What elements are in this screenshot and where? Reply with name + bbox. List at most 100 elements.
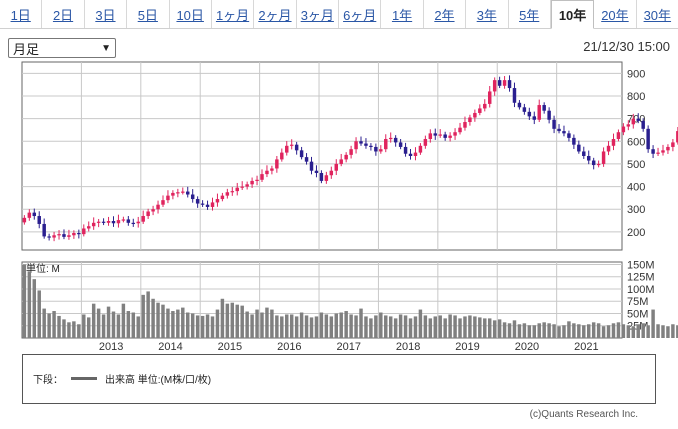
candle-body	[146, 211, 150, 217]
price-tick-label: 200	[627, 227, 645, 239]
candle-body	[542, 105, 546, 111]
year-tick-label: 2017	[336, 341, 360, 353]
year-tick-label: 2015	[218, 341, 242, 353]
candle-body	[22, 217, 27, 223]
volume-bar	[631, 326, 636, 338]
volume-bar	[77, 324, 81, 338]
candle-body	[374, 146, 378, 152]
volume-bar	[567, 321, 571, 338]
candle-body	[502, 80, 507, 86]
volume-bar	[215, 309, 220, 338]
volume-bar	[453, 315, 457, 338]
candle-body	[359, 141, 363, 144]
volume-bar	[522, 323, 527, 338]
candle-body	[195, 199, 200, 204]
volume-bar	[478, 317, 482, 338]
volume-bar	[656, 324, 660, 338]
volume-bar	[106, 306, 111, 338]
candle-body	[181, 191, 185, 193]
legend-prefix: 下段：	[33, 375, 63, 386]
chart-period-dropdown[interactable]: 月足 ▼	[8, 38, 116, 58]
candle-body	[641, 120, 645, 129]
candle-body	[423, 139, 428, 146]
candle-body	[47, 236, 51, 238]
volume-bar	[324, 314, 329, 338]
price-tick-label: 300	[627, 204, 645, 216]
volume-bar	[562, 325, 566, 338]
volume-bar	[448, 314, 452, 338]
volume-bar	[96, 308, 101, 338]
candle-body	[631, 118, 636, 125]
volume-bar	[245, 311, 249, 338]
candle-body	[443, 134, 447, 138]
candle-body	[265, 170, 269, 175]
candle-body	[507, 80, 512, 89]
candle-body	[393, 137, 398, 143]
tab-period-3[interactable]: 5日	[127, 0, 170, 28]
volume-bar	[671, 324, 675, 338]
volume-bar	[151, 298, 155, 338]
tab-period-15[interactable]: 30年	[643, 7, 672, 23]
price-timestamp: 21/12/30 15:00	[583, 39, 670, 54]
candle-body	[492, 80, 497, 92]
candle-body	[87, 226, 91, 229]
volume-bar	[349, 314, 353, 338]
tab-period-2[interactable]: 3日	[85, 0, 128, 28]
price-tick-label: 400	[627, 182, 645, 194]
tab-period-1[interactable]: 2日	[42, 0, 85, 28]
candle-body	[522, 107, 527, 112]
candle-body	[606, 145, 611, 152]
volume-bar	[587, 324, 591, 338]
candle-body	[334, 163, 338, 171]
volume-bar	[126, 311, 131, 338]
volume-bar	[374, 315, 378, 338]
tab-period-14[interactable]: 20年	[594, 0, 637, 28]
tab-period-7[interactable]: 3ヶ月	[297, 0, 339, 28]
tab-period-8[interactable]: 6ヶ月	[339, 0, 382, 28]
volume-bar	[260, 312, 264, 338]
candle-body	[676, 131, 678, 143]
candle-body	[661, 150, 665, 153]
volume-bar	[463, 316, 467, 338]
volume-bar	[557, 326, 561, 338]
candle-body	[116, 220, 121, 224]
copyright-text: (c)Quants Research Inc.	[529, 409, 638, 420]
tab-period-13[interactable]: 10年	[550, 0, 595, 29]
volume-tick-label: 150M	[627, 259, 655, 271]
volume-bar	[200, 315, 205, 338]
candle-body	[255, 179, 259, 181]
year-tick-label: 2018	[396, 341, 420, 353]
volume-bar	[270, 309, 274, 338]
volume-bar	[304, 315, 309, 338]
tab-period-10[interactable]: 2年	[424, 0, 467, 28]
candle-body	[161, 200, 165, 205]
tab-period-5[interactable]: 1ヶ月	[212, 0, 255, 28]
tab-period-9[interactable]: 1年	[381, 0, 424, 28]
volume-bar	[384, 315, 388, 338]
candle-body	[151, 209, 155, 212]
volume-bar	[37, 290, 41, 338]
candle-body	[270, 168, 274, 171]
volume-bar	[483, 318, 487, 338]
volume-bar	[601, 326, 606, 338]
volume-bar	[265, 307, 269, 338]
candle-body	[57, 234, 61, 236]
candle-body	[200, 203, 205, 205]
volume-bar	[299, 312, 304, 338]
tab-period-11[interactable]: 3年	[466, 0, 509, 28]
candle-body	[62, 234, 66, 237]
volume-tick-label: 75M	[627, 296, 648, 308]
volume-bar	[552, 324, 556, 338]
period-select-value: 月足	[13, 41, 40, 57]
tab-period-12[interactable]: 5年	[509, 0, 551, 28]
tab-period-0[interactable]: 1日	[0, 0, 43, 28]
volume-bar	[285, 314, 289, 338]
candle-body	[210, 202, 215, 207]
candle-body	[577, 144, 581, 152]
volume-bar	[186, 312, 190, 338]
candle-body	[616, 132, 621, 140]
tab-period-6[interactable]: 2ヶ月	[254, 0, 297, 28]
volume-bar	[418, 309, 423, 338]
tab-period-4[interactable]: 10日	[170, 0, 212, 28]
